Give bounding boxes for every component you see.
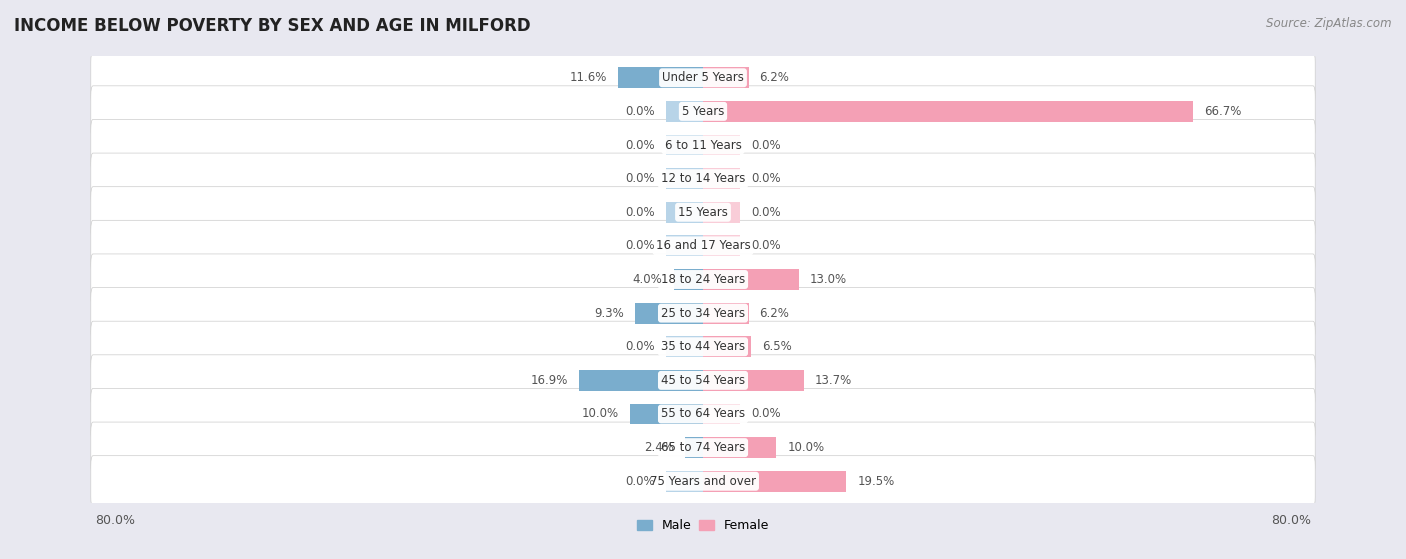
Text: 0.0%: 0.0% <box>626 172 655 185</box>
Text: 35 to 44 Years: 35 to 44 Years <box>661 340 745 353</box>
Text: 4.0%: 4.0% <box>633 273 662 286</box>
Bar <box>617 67 703 88</box>
Text: 10.0%: 10.0% <box>787 441 825 454</box>
Text: 65 to 74 Years: 65 to 74 Years <box>661 441 745 454</box>
Bar <box>703 404 740 424</box>
FancyBboxPatch shape <box>91 220 1315 272</box>
Text: 6.2%: 6.2% <box>759 71 789 84</box>
Text: 6.5%: 6.5% <box>762 340 792 353</box>
Text: 16 and 17 Years: 16 and 17 Years <box>655 239 751 252</box>
Bar <box>703 303 748 324</box>
Bar <box>666 135 703 155</box>
FancyBboxPatch shape <box>91 422 1315 473</box>
Bar <box>703 168 740 189</box>
Bar <box>666 168 703 189</box>
Text: 18 to 24 Years: 18 to 24 Years <box>661 273 745 286</box>
Text: 0.0%: 0.0% <box>626 206 655 219</box>
Bar <box>703 370 804 391</box>
Bar <box>685 437 703 458</box>
Bar <box>666 471 703 492</box>
Bar <box>703 202 740 222</box>
Text: 0.0%: 0.0% <box>626 239 655 252</box>
Bar <box>703 135 740 155</box>
Text: 13.7%: 13.7% <box>814 374 852 387</box>
Text: 0.0%: 0.0% <box>626 475 655 488</box>
Text: 75 Years and over: 75 Years and over <box>650 475 756 488</box>
FancyBboxPatch shape <box>91 153 1315 204</box>
FancyBboxPatch shape <box>91 321 1315 372</box>
FancyBboxPatch shape <box>91 86 1315 137</box>
Bar <box>579 370 703 391</box>
Text: 15 Years: 15 Years <box>678 206 728 219</box>
Bar <box>703 471 846 492</box>
Text: 25 to 34 Years: 25 to 34 Years <box>661 307 745 320</box>
Text: 6 to 11 Years: 6 to 11 Years <box>665 139 741 151</box>
Bar <box>634 303 703 324</box>
Text: 0.0%: 0.0% <box>751 139 780 151</box>
Text: 0.0%: 0.0% <box>626 139 655 151</box>
Bar <box>630 404 703 424</box>
Text: 45 to 54 Years: 45 to 54 Years <box>661 374 745 387</box>
Bar <box>703 269 799 290</box>
Text: 0.0%: 0.0% <box>751 172 780 185</box>
Text: 13.0%: 13.0% <box>810 273 846 286</box>
Text: 0.0%: 0.0% <box>626 340 655 353</box>
Text: 6.2%: 6.2% <box>759 307 789 320</box>
Text: Under 5 Years: Under 5 Years <box>662 71 744 84</box>
Legend: Male, Female: Male, Female <box>631 514 775 537</box>
Bar <box>666 235 703 256</box>
FancyBboxPatch shape <box>91 52 1315 103</box>
Text: 0.0%: 0.0% <box>751 408 780 420</box>
Bar <box>703 437 776 458</box>
Text: INCOME BELOW POVERTY BY SEX AND AGE IN MILFORD: INCOME BELOW POVERTY BY SEX AND AGE IN M… <box>14 17 530 35</box>
Text: 0.0%: 0.0% <box>751 206 780 219</box>
Text: 0.0%: 0.0% <box>626 105 655 118</box>
Text: 2.4%: 2.4% <box>644 441 675 454</box>
FancyBboxPatch shape <box>91 456 1315 507</box>
Text: Source: ZipAtlas.com: Source: ZipAtlas.com <box>1267 17 1392 30</box>
Text: 11.6%: 11.6% <box>569 71 607 84</box>
Text: 19.5%: 19.5% <box>858 475 894 488</box>
Text: 10.0%: 10.0% <box>581 408 619 420</box>
Text: 55 to 64 Years: 55 to 64 Years <box>661 408 745 420</box>
Bar <box>666 337 703 357</box>
Text: 5 Years: 5 Years <box>682 105 724 118</box>
Text: 66.7%: 66.7% <box>1204 105 1241 118</box>
Bar <box>666 101 703 122</box>
FancyBboxPatch shape <box>91 389 1315 439</box>
FancyBboxPatch shape <box>91 287 1315 339</box>
Bar <box>673 269 703 290</box>
Text: 12 to 14 Years: 12 to 14 Years <box>661 172 745 185</box>
FancyBboxPatch shape <box>91 254 1315 305</box>
Bar <box>703 337 751 357</box>
Text: 9.3%: 9.3% <box>593 307 624 320</box>
FancyBboxPatch shape <box>91 120 1315 170</box>
FancyBboxPatch shape <box>91 187 1315 238</box>
Text: 0.0%: 0.0% <box>751 239 780 252</box>
Bar <box>703 67 748 88</box>
FancyBboxPatch shape <box>91 355 1315 406</box>
Bar <box>703 101 1194 122</box>
Bar <box>666 202 703 222</box>
Bar <box>703 235 740 256</box>
Text: 16.9%: 16.9% <box>530 374 568 387</box>
